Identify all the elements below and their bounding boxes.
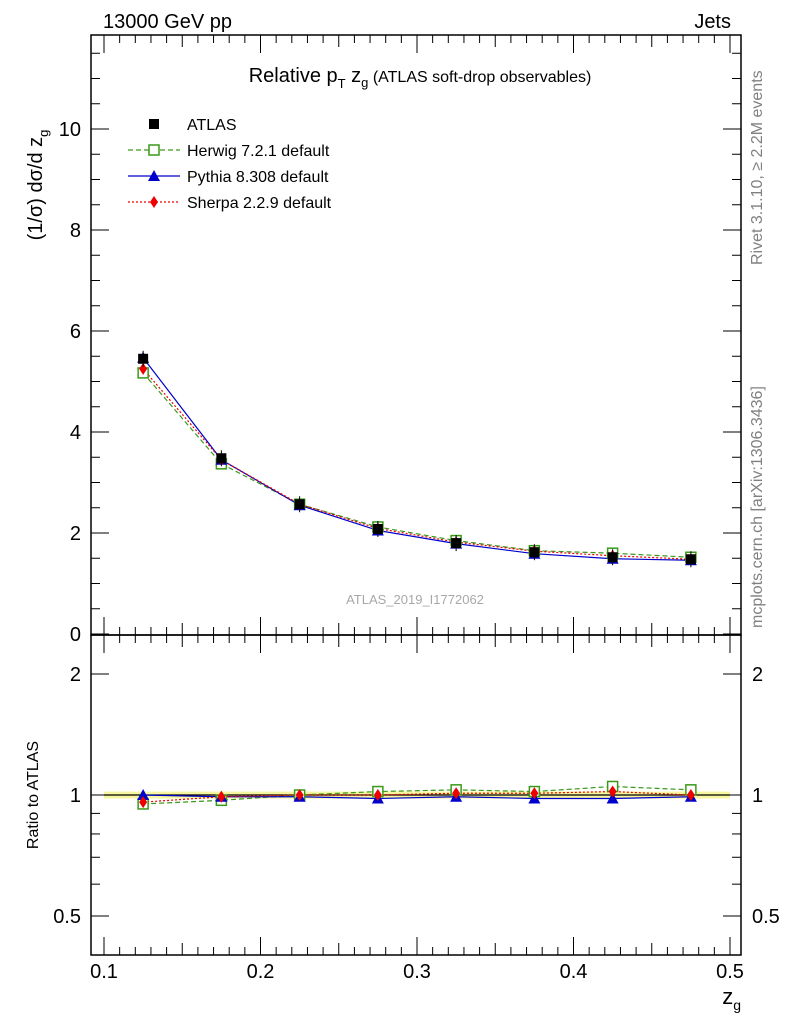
analysis-watermark: ATLAS_2019_I1772062 — [346, 592, 484, 607]
atlas-point — [685, 554, 696, 565]
main-y-tick-label: 0 — [70, 624, 81, 646]
sherpa-2-2-9-default-point — [295, 789, 304, 801]
rivet-side-label: Rivet 3.1.10, ≥ 2.2M events — [749, 70, 766, 265]
main-y-tick-label: 4 — [70, 422, 81, 444]
chart-title-sub-t: T — [338, 76, 346, 91]
main-y-tick-label: 8 — [70, 220, 81, 242]
ratio-y-tick-label-left: 1 — [70, 785, 81, 807]
x-tick-label: 0.1 — [90, 961, 118, 983]
ratio-y-tick-label-left: 0.5 — [53, 906, 81, 928]
atlas-point — [138, 353, 149, 364]
main-ylabel-text: (1/σ) dσ/d z — [25, 137, 47, 241]
sherpa-2-2-9-default-point — [530, 787, 539, 800]
chart-title-mid: z — [346, 65, 362, 87]
ratio-y-tick-label-left: 2 — [70, 664, 81, 686]
legend-label-atlas: ATLAS — [187, 117, 237, 134]
ratio-uncertainty-band — [104, 791, 730, 799]
ratio-y-tick-label-right: 1 — [752, 785, 763, 807]
header-jets: Jets — [694, 11, 731, 33]
sherpa-2-2-9-default-point — [373, 789, 382, 801]
legend-marker-pythia-8-308-default — [148, 170, 160, 181]
legend-marker-atlas — [149, 119, 159, 129]
x-tick-label: 0.4 — [560, 961, 588, 983]
xlabel: zg — [722, 984, 741, 1013]
pythia-8-308-default-point — [606, 792, 619, 804]
tick-labels: 0.1 0.2 0.3 0.4 0.5 0 2 4 6 8 10 0.5 0.5 1 1 2 2 — [53, 119, 780, 983]
sherpa-2-2-9-default-point — [452, 787, 461, 800]
atlas-point — [216, 453, 227, 464]
atlas-point — [529, 547, 540, 558]
axis-ticks — [91, 35, 741, 955]
sherpa-2-2-9-default-point — [217, 790, 226, 803]
sherpa-2-2-9-default-point — [139, 362, 148, 375]
chart-title: Relative pT zg (ATLAS soft-drop observab… — [249, 65, 592, 91]
legend-marker-herwig-7-2-1-default — [148, 144, 160, 156]
main-y-tick-label: 2 — [70, 523, 81, 545]
main-y-tick-label: 6 — [70, 321, 81, 343]
x-tick-label: 0.3 — [403, 961, 431, 983]
atlas-point — [451, 538, 462, 549]
chart-title-main: Relative p — [249, 65, 338, 87]
legend-label-sherpa-2-2-9-default: Sherpa 2.2.9 default — [187, 195, 332, 212]
herwig-7-2-1-default-line — [142, 372, 691, 558]
main-ylabel-sub: g — [36, 130, 51, 137]
chart-title-sub-g: g — [361, 75, 368, 90]
ratio-y-tick-label-right: 2 — [752, 664, 763, 686]
xlabel-sub: g — [733, 997, 741, 1013]
legend-marker-sherpa-2-2-9-default — [150, 196, 158, 208]
pythia-8-308-default-point — [137, 789, 150, 800]
xlabel-text: z — [722, 984, 733, 1009]
pythia-8-308-default-line — [143, 794, 691, 800]
mcplots-side-label: mcplots.cern.ch [arXiv:1306.3436] — [749, 386, 766, 628]
main-ylabel: (1/σ) dσ/d zg — [25, 130, 51, 241]
ratio-ylabel: Ratio to ATLAS — [25, 741, 42, 849]
legend-label-pythia-8-308-default: Pythia 8.308 default — [187, 169, 329, 186]
sherpa-2-2-9-default-point — [686, 789, 695, 801]
atlas-point — [372, 523, 383, 534]
sherpa-2-2-9-default-point — [608, 785, 617, 798]
legend: ATLAS Herwig 7.2.1 default Pythia 8.308 de… — [128, 117, 332, 212]
ratio-y-tick-label-right: 0.5 — [752, 906, 780, 928]
legend-label-herwig-7-2-1-default: Herwig 7.2.1 default — [187, 143, 330, 160]
sherpa-2-2-9-default-point — [139, 796, 148, 809]
atlas-point — [607, 552, 618, 563]
main-series — [137, 350, 697, 568]
x-tick-label: 0.5 — [716, 961, 744, 983]
ratio-series — [137, 780, 697, 810]
chart-title-rest: (ATLAS soft-drop observables) — [368, 69, 591, 86]
pythia-8-308-default-line — [142, 357, 691, 561]
herwig-7-2-1-default-line — [143, 785, 691, 805]
main-y-tick-label: 10 — [59, 119, 81, 141]
x-tick-label: 0.2 — [247, 961, 275, 983]
header-energy: 13000 GeV pp — [103, 11, 232, 33]
sherpa-2-2-9-default-line — [143, 790, 691, 803]
atlas-point — [294, 499, 305, 510]
